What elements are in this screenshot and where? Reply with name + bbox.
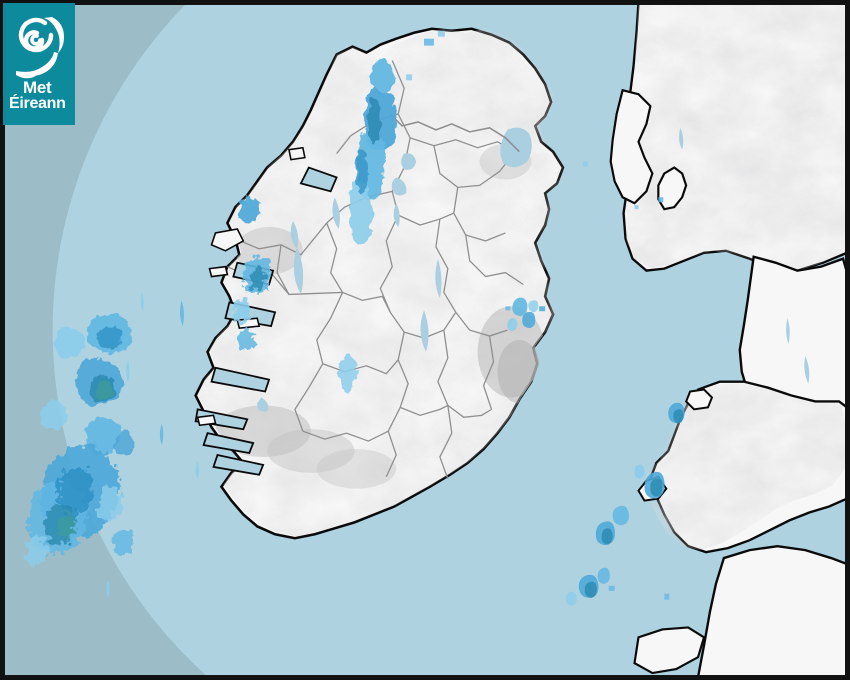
island-achill bbox=[210, 228, 245, 252]
echo-group-pembrokeshire-cells bbox=[595, 464, 665, 546]
island-anglesey bbox=[684, 388, 714, 411]
echo-group-irish-sea-cell bbox=[668, 402, 685, 424]
echo-group-donegal-leitrim-band bbox=[349, 60, 397, 243]
met-eireann-logo[interactable]: Met Éireann bbox=[3, 3, 75, 125]
west-islands bbox=[196, 146, 306, 427]
logo-line-eireann: Éireann bbox=[9, 95, 66, 113]
landmass-galloway bbox=[609, 88, 654, 205]
landmass-scotland-england bbox=[622, 3, 847, 273]
lake-killarney bbox=[257, 397, 269, 412]
lake-lough-corrib bbox=[293, 246, 304, 295]
northern-ireland-border bbox=[389, 113, 520, 153]
inlet-donegal-bay bbox=[299, 166, 338, 193]
inlet-kenmare-river bbox=[202, 432, 255, 454]
lake-lough-erne-upper bbox=[401, 153, 417, 170]
logo-line-met: Met bbox=[23, 78, 52, 97]
inlet-dingle-bay bbox=[194, 408, 249, 431]
met-eireann-wordmark: Met Éireann bbox=[3, 79, 75, 113]
echo-group-atlantic-streaks bbox=[106, 292, 200, 598]
lake-loch bbox=[679, 127, 684, 150]
echo-group-isolated-dots bbox=[406, 30, 664, 210]
inlet-bantry-bay bbox=[212, 453, 265, 476]
lake-lough-conn bbox=[332, 197, 340, 229]
lake-lough-derg bbox=[420, 310, 429, 352]
radar-map-canvas[interactable] bbox=[3, 3, 847, 677]
county-borders bbox=[227, 60, 524, 479]
landmass-southwest-england bbox=[633, 544, 847, 677]
echo-group-north-mayo-band bbox=[233, 196, 271, 350]
island-arranmore bbox=[288, 146, 306, 161]
echo-group-atlantic-southwest-cells bbox=[40, 314, 135, 455]
echo-group-celtic-sea-cells bbox=[565, 567, 670, 606]
lake-lough-ree bbox=[435, 258, 442, 299]
echo-group-shannon-band bbox=[338, 354, 357, 392]
met-eireann-spiral-icon bbox=[16, 17, 64, 79]
lake-windermere bbox=[786, 318, 790, 344]
island-clare bbox=[208, 265, 229, 278]
radar-map-svg bbox=[3, 3, 847, 677]
landmass-isle-of-man bbox=[657, 166, 688, 211]
lake-lough-allen bbox=[393, 203, 400, 228]
lake-ullswater bbox=[804, 355, 810, 384]
lake-lough-mask bbox=[290, 221, 299, 249]
echo-group-dublin-coast-showers bbox=[505, 297, 546, 332]
island-valentia bbox=[196, 414, 217, 427]
inlet-shannon-estuary bbox=[210, 366, 271, 393]
echo-group-atlantic-main-complex bbox=[25, 445, 135, 567]
lake-lough-erne-lower bbox=[391, 177, 407, 196]
